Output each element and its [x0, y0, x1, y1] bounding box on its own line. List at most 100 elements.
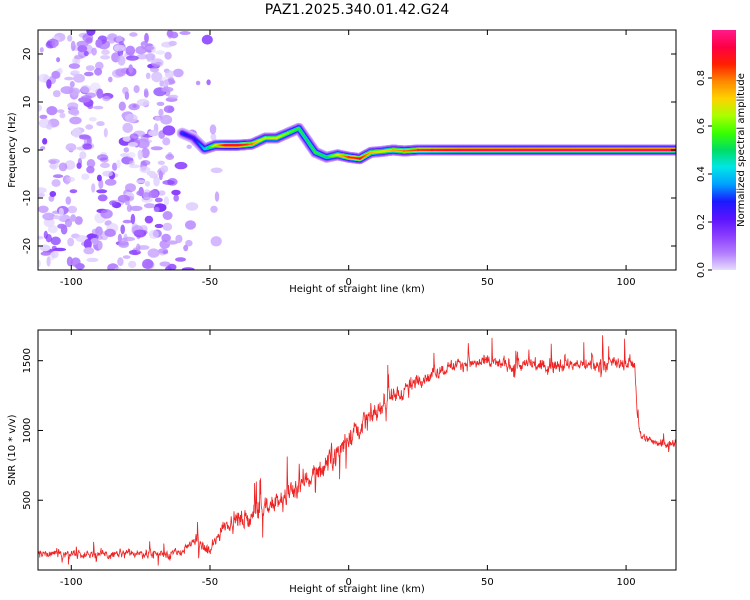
spectrogram-ridge-layer [176, 122, 676, 165]
spectrogram-noise-blob [117, 194, 130, 203]
spectrogram-noise-blob [135, 243, 141, 253]
spectrogram-x-tick-label: 0 [345, 277, 351, 288]
spectrogram-noise-blob [135, 179, 146, 184]
spectrogram-noise-blob [160, 114, 173, 125]
spectrogram-noise-blob [58, 162, 68, 172]
spectrogram-noise-blob [133, 85, 140, 94]
spectrogram-noise-blob [144, 32, 149, 44]
spectrogram-noise-blob [186, 144, 192, 149]
spectrogram-x-tick-label: -100 [60, 277, 83, 288]
snr-y-tick-label: 500 [22, 491, 33, 510]
spectrogram-noise-blob [84, 71, 94, 77]
spectrogram-noise-blob [69, 116, 82, 125]
spectrogram-ridge-point [569, 148, 572, 152]
snr-y-tick-label: 1500 [22, 348, 33, 373]
spectrogram-noise-blob [127, 142, 138, 147]
spectrogram-noise-blob [46, 79, 52, 89]
spectrogram-noise-blob [206, 79, 211, 86]
spectrogram-noise-blob [185, 202, 199, 211]
spectrogram-noise-blob [158, 108, 164, 117]
spectrogram-noise-blob [96, 174, 102, 182]
spectrogram-noise-blob [80, 84, 91, 94]
spectrogram-noise-blob [70, 40, 76, 52]
spectrogram-noise-blob [71, 91, 78, 98]
spectrogram-noise-blob [108, 76, 113, 83]
spectrogram-noise-blob [148, 129, 160, 137]
spectrogram-noise-blob [67, 34, 73, 42]
spectrogram-noise-blob [141, 197, 153, 203]
spectrogram-noise-blob [98, 179, 104, 190]
spectrogram-noise-blob [153, 176, 160, 187]
spectrogram-noise-blob [39, 114, 48, 120]
spectrogram-noise-blob [201, 34, 213, 45]
spectrogram-noise-blob [148, 190, 159, 199]
snr-plot: -100 -50 0 50 100 500 1000 1500 Height of stra… [7, 329, 677, 595]
spectrogram-ridge-point [325, 156, 328, 159]
spectrogram-y-axis-label: Frequency (Hz) [7, 112, 18, 188]
spectrogram-noise-blob [158, 190, 166, 196]
spectrogram-noise-blob [70, 257, 81, 268]
spectrogram-noise-blob [57, 223, 66, 229]
spectrogram-noise-blob [79, 151, 87, 160]
spectrogram-noise-blob [120, 153, 130, 157]
spectrogram-noise-blob [97, 194, 108, 202]
spectrogram-noise-blob [46, 106, 58, 116]
spectrogram-noise-blob [49, 160, 57, 164]
spectrogram-ridge-point [358, 157, 361, 160]
spectrogram-noise-blob [123, 147, 130, 153]
spectrogram-noise-blob [96, 154, 109, 161]
spectrogram-ridge-point [192, 136, 195, 140]
spectrogram-noise-blob [104, 178, 117, 186]
spectrogram-noise-blob [86, 257, 99, 263]
snr-x-ticks: -100 -50 0 50 100 [60, 330, 636, 588]
spectrogram-x-tick-label: 100 [617, 277, 636, 288]
spectrogram-noise-blob [126, 152, 136, 159]
spectrogram-noise-blob [38, 187, 47, 194]
spectrogram-noise-blob [60, 86, 74, 95]
spectrogram-noise-blob [78, 97, 91, 103]
spectrogram-noise-blob [82, 143, 93, 150]
spectrogram-noise-blob [165, 153, 175, 160]
spectrogram-noise-blob [210, 205, 218, 213]
spectrogram-noise-blob [214, 191, 220, 202]
colorbar-tick-label: 0.0 [696, 262, 707, 278]
spectrogram-noise-blob [118, 101, 126, 111]
spectrogram-noise-blob [137, 245, 150, 250]
spectrogram-noise-blob [64, 160, 76, 170]
spectrogram-noise-blob [145, 45, 155, 51]
spectrogram-noise-blob [86, 166, 95, 174]
spectrogram-noise-blob [118, 241, 129, 248]
colorbar-ticks: 0.0 0.2 0.4 0.6 0.8 [696, 70, 712, 278]
spectrogram-noise-blob [79, 134, 90, 139]
spectrogram-noise-blob [144, 180, 151, 187]
spectrogram-noise-blob [102, 95, 111, 102]
spectrogram-noise-blob [162, 137, 171, 146]
spectrogram-noise-blob [71, 127, 82, 138]
spectrogram-noise-blob [160, 165, 169, 173]
spectrogram-noise-blob [95, 226, 103, 237]
spectrogram-ridge-point [275, 136, 278, 140]
spectrogram-noise-blob [128, 103, 140, 111]
spectrogram-ridge-band [181, 127, 676, 160]
spectrogram-noise-blob [100, 162, 110, 169]
spectrogram-noise-blob [45, 234, 52, 243]
spectrogram-noise-blob [130, 213, 136, 225]
spectrogram-noise-blob [50, 236, 61, 246]
spectrogram-ridge-point [391, 148, 395, 152]
spectrogram-noise-blob [51, 70, 60, 79]
spectrogram-ridge-point [458, 148, 461, 152]
spectrogram-noise-blob [39, 47, 44, 53]
spectrogram-noise-blob [147, 248, 160, 258]
spectrogram-noise-blob [135, 46, 147, 55]
spectrogram-noise-blob [38, 104, 43, 112]
spectrogram-noise-blob [100, 55, 111, 60]
spectrogram-noise-blob [173, 194, 179, 202]
spectrogram-noise-blob [143, 90, 149, 98]
spectrogram-noise-blob [145, 72, 151, 80]
spectrogram-noise-blob [69, 189, 78, 194]
colorbar-label: Normalized spectral amplitude [736, 73, 747, 227]
spectrogram-noise-blob [109, 200, 117, 206]
spectrogram-ridge-point [416, 148, 420, 152]
